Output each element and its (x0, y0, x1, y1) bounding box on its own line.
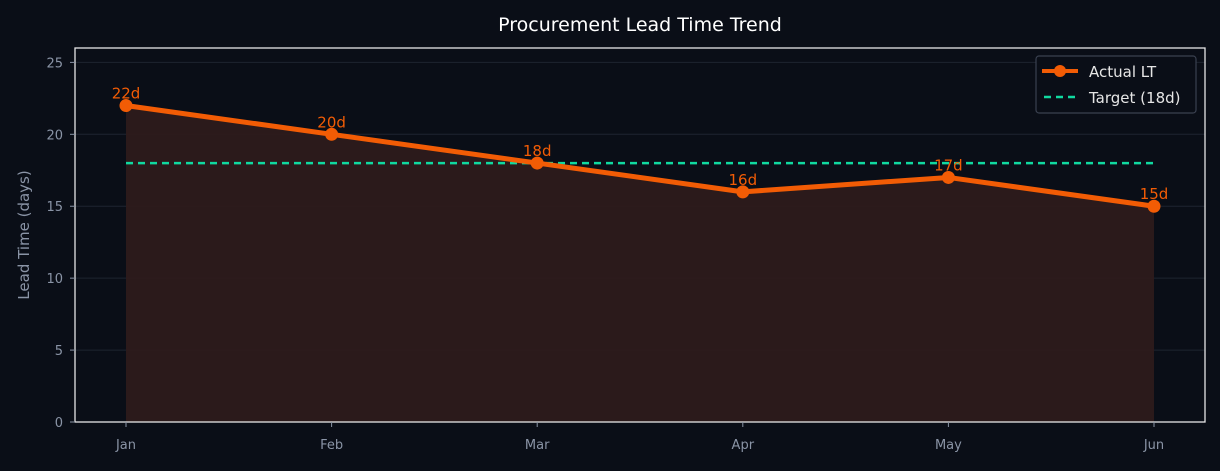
data-label: 15d (1140, 185, 1169, 203)
y-tick-label: 10 (46, 272, 63, 287)
y-axis-label: Lead Time (days) (15, 170, 33, 299)
x-tick-label: Jan (115, 438, 136, 453)
x-tick-label: Mar (525, 438, 550, 453)
data-point (1147, 199, 1161, 213)
legend-marker-actual (1054, 65, 1066, 77)
y-tick-label: 25 (46, 56, 63, 71)
data-point (325, 127, 339, 141)
data-label: 17d (934, 156, 963, 174)
data-label: 22d (112, 85, 141, 103)
y-tick-label: 15 (46, 200, 63, 215)
x-tick-label: Feb (320, 438, 343, 453)
data-label: 20d (317, 113, 346, 131)
x-tick-label: May (935, 438, 962, 453)
data-point (941, 170, 955, 184)
data-label: 16d (728, 171, 757, 189)
x-tick-label: Apr (732, 438, 755, 453)
data-point (736, 185, 750, 199)
data-label: 18d (523, 142, 552, 160)
area-fill-actual (126, 105, 1154, 423)
legend: Actual LT Target (18d) (1035, 55, 1197, 114)
x-tick-label: Jun (1143, 438, 1164, 453)
legend-label-target: Target (18d) (1088, 89, 1181, 107)
y-tick-label: 5 (55, 344, 63, 359)
plot-frame (74, 47, 1206, 423)
data-point (530, 156, 544, 170)
data-point (119, 99, 133, 113)
y-tick-label: 20 (46, 128, 63, 143)
chart-title: Procurement Lead Time Trend (498, 14, 782, 36)
y-tick-label: 0 (55, 416, 63, 431)
actual-line (125, 103, 1155, 209)
legend-label-actual: Actual LT (1089, 63, 1157, 81)
